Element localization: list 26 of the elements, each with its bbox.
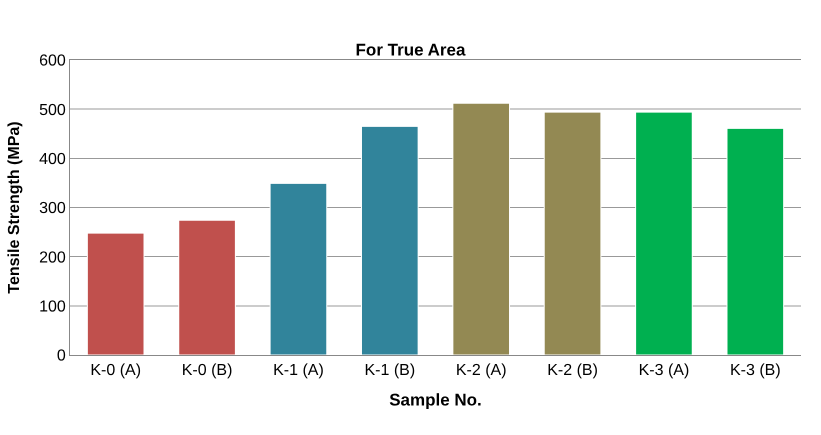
y-tick-label: 200 bbox=[39, 249, 66, 266]
bar bbox=[544, 112, 602, 355]
x-tick-label: K-1 (A) bbox=[273, 362, 324, 380]
x-tick-label: K-2 (B) bbox=[547, 362, 598, 380]
y-tick-label: 100 bbox=[39, 298, 66, 316]
x-axis-title: Sample No. bbox=[389, 390, 482, 410]
y-tick-label: 500 bbox=[39, 102, 66, 119]
y-tick-label: 400 bbox=[39, 150, 66, 168]
bar bbox=[270, 182, 328, 355]
x-tick-label: K-1 (B) bbox=[364, 362, 416, 380]
bar bbox=[86, 232, 145, 355]
chart-title: For True Area bbox=[356, 40, 466, 60]
bar bbox=[452, 102, 510, 355]
y-tick-label: 600 bbox=[39, 52, 66, 70]
y-axis-title: Tensile Strength (MPa) bbox=[6, 121, 23, 294]
bar bbox=[635, 112, 693, 355]
bar bbox=[178, 220, 236, 355]
x-tick-label: K-3 (A) bbox=[638, 362, 690, 380]
y-tick-label: 300 bbox=[39, 200, 66, 218]
y-tick-label: 0 bbox=[56, 348, 66, 365]
x-tick-label: K-2 (A) bbox=[456, 362, 507, 380]
x-tick-label: K-0 (A) bbox=[90, 362, 142, 380]
x-tick-label: K-3 (B) bbox=[730, 362, 781, 380]
bar bbox=[726, 128, 784, 355]
x-tick-label: K-0 (B) bbox=[182, 362, 232, 380]
bar bbox=[360, 126, 419, 355]
